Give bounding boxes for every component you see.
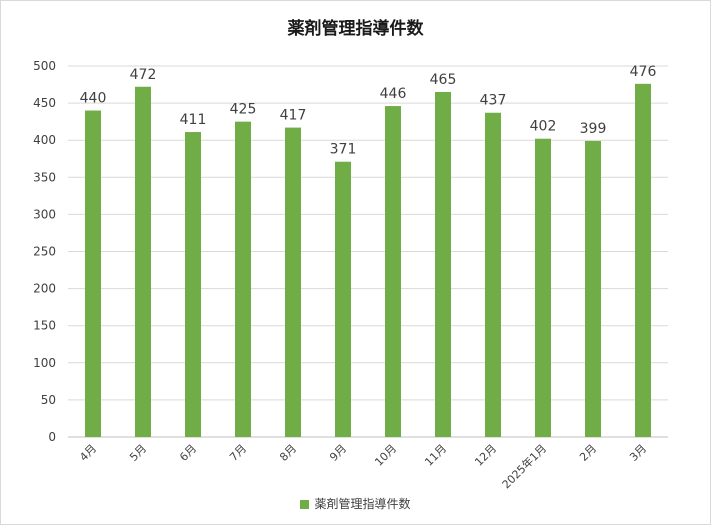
legend: 薬剤管理指導件数: [0, 495, 711, 512]
x-tick-label: 5月: [127, 442, 149, 464]
y-tick-label: 0: [48, 430, 56, 444]
bar: [635, 83, 651, 438]
bar: [285, 127, 301, 437]
data-label: 399: [580, 121, 607, 137]
x-tick-label: 11月: [422, 442, 449, 469]
data-label: 425: [230, 102, 257, 118]
bar: [135, 86, 151, 437]
bar: [435, 91, 451, 437]
data-label: 402: [530, 119, 557, 135]
y-tick-label: 500: [33, 59, 56, 73]
x-tick-label: 9月: [327, 442, 349, 464]
bar: [385, 106, 401, 438]
x-tick-label: 3月: [627, 442, 649, 464]
y-tick-label: 150: [33, 319, 56, 333]
bar: [335, 161, 351, 437]
x-tick-label: 7月: [227, 442, 249, 464]
legend-swatch: [300, 500, 310, 509]
legend-label: 薬剤管理指導件数: [314, 497, 411, 511]
data-label: 417: [280, 108, 307, 124]
data-label: 465: [430, 72, 457, 88]
x-tick-label: 4月: [77, 442, 99, 464]
y-tick-label: 350: [33, 170, 56, 184]
y-tick-label: 300: [33, 207, 56, 221]
data-label: 476: [630, 64, 657, 80]
y-tick-label: 250: [33, 245, 56, 259]
bar: [485, 112, 501, 437]
x-tick-label: 6月: [177, 442, 199, 464]
x-tick-label: 10月: [372, 442, 399, 469]
data-label: 472: [130, 67, 157, 83]
data-label: 411: [180, 112, 207, 128]
x-tick-label: 2月: [577, 442, 599, 464]
x-tick-label: 2025年1月: [499, 441, 549, 491]
y-tick-label: 450: [33, 96, 56, 110]
data-label: 437: [480, 93, 507, 109]
bar: [185, 132, 201, 437]
data-label: 440: [80, 91, 107, 107]
bar: [85, 110, 101, 438]
x-tick-label: 8月: [277, 442, 299, 464]
chart-title: 薬剤管理指導件数: [287, 19, 424, 39]
x-tick-label: 12月: [472, 442, 499, 469]
y-tick-label: 50: [41, 393, 56, 407]
bar: [535, 138, 551, 437]
bar: [235, 121, 251, 438]
y-tick-label: 400: [33, 133, 56, 147]
data-label: 371: [330, 142, 357, 158]
y-tick-label: 200: [33, 282, 56, 296]
bar: [585, 140, 601, 437]
y-tick-label: 100: [33, 356, 56, 370]
data-label: 446: [380, 86, 407, 102]
